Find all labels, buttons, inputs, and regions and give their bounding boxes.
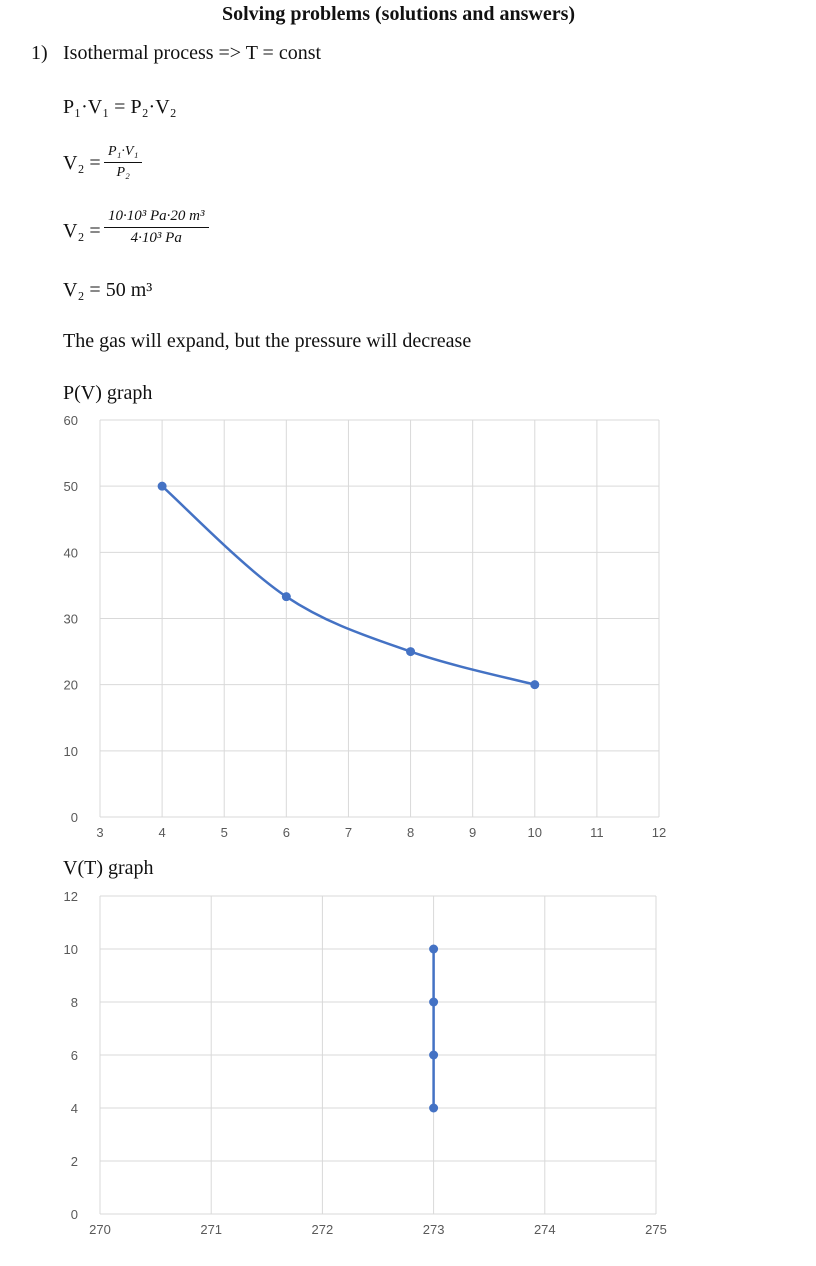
graph-label-pv: P(V) graph <box>63 382 153 404</box>
x-tick-label: 10 <box>528 825 542 840</box>
data-point <box>429 1103 439 1113</box>
pv-chart-svg: 0 10 20 30 40 50 60 3 4 5 6 7 8 9 10 11 12 <box>64 413 667 840</box>
series-line <box>160 484 537 686</box>
fraction-numerator: 10·10³ Pa·20 m³ <box>104 208 209 228</box>
x-tick-label: 275 <box>645 1222 667 1237</box>
x-tick-label: 274 <box>534 1222 556 1237</box>
y-tick-label: 60 <box>64 413 78 428</box>
fraction-numerator: P₁·V₁ <box>104 144 143 163</box>
data-point <box>429 944 439 954</box>
equation-v2-lhs: V₂ = <box>63 152 101 174</box>
pv-chart: 0 10 20 30 40 50 60 3 4 5 6 7 8 9 10 11 12 <box>0 405 816 855</box>
x-tick-label: 9 <box>469 825 476 840</box>
data-point <box>406 647 416 657</box>
equation-substitution-fraction: 10·10³ Pa·20 m³ 4·10³ Pa <box>104 208 209 247</box>
x-tick-label: 11 <box>590 825 604 840</box>
graph-label-vt: V(T) graph <box>63 857 154 879</box>
x-tick-label: 270 <box>89 1222 111 1237</box>
data-point <box>157 481 167 491</box>
y-tick-label: 0 <box>71 810 78 825</box>
y-tick-label: 40 <box>64 545 78 560</box>
data-point <box>281 592 291 602</box>
y-tick-label: 0 <box>71 1207 78 1222</box>
data-point <box>429 997 439 1007</box>
y-tick-label: 10 <box>64 942 78 957</box>
x-tick-label: 271 <box>200 1222 222 1237</box>
x-tick-label: 272 <box>312 1222 334 1237</box>
problem-number: 1) <box>31 42 48 64</box>
equation-v2-fraction: P₁·V₁ P₂ <box>104 144 143 181</box>
problem-heading: Isothermal process => T = const <box>63 42 322 64</box>
equation-boyle: P₁·V₁ = P₂·V₂ <box>63 96 177 118</box>
vt-chart: 0 2 4 6 8 10 12 270 271 272 273 274 275 <box>0 882 816 1252</box>
y-tick-label: 4 <box>71 1101 78 1116</box>
x-tick-label: 6 <box>283 825 290 840</box>
x-tick-label: 7 <box>345 825 352 840</box>
page-title: Solving problems (solutions and answers) <box>222 3 576 25</box>
y-tick-label: 50 <box>64 479 78 494</box>
y-tick-label: 30 <box>64 612 78 627</box>
fraction-denominator: P₂ <box>116 165 130 180</box>
conclusion-text: The gas will expand, but the pressure wi… <box>63 330 472 352</box>
y-tick-label: 20 <box>64 678 78 693</box>
y-tick-label: 12 <box>64 889 78 904</box>
x-tick-label: 8 <box>407 825 414 840</box>
x-tick-label: 3 <box>96 825 103 840</box>
x-tick-label: 273 <box>423 1222 445 1237</box>
data-point <box>530 680 540 690</box>
x-tick-label: 4 <box>158 825 165 840</box>
equation-substitution-lhs: V₂ = <box>63 220 101 242</box>
vt-chart-svg: 0 2 4 6 8 10 12 270 271 272 273 274 275 <box>64 889 667 1237</box>
x-tick-label: 12 <box>652 825 666 840</box>
fraction-denominator: 4·10³ Pa <box>130 230 182 246</box>
equation-result: V₂ = 50 m³ <box>63 279 153 301</box>
y-tick-label: 6 <box>71 1048 78 1063</box>
y-tick-label: 8 <box>71 995 78 1010</box>
y-tick-label: 10 <box>64 744 78 759</box>
data-point <box>429 1050 439 1060</box>
y-tick-label: 2 <box>71 1154 78 1169</box>
x-tick-label: 5 <box>221 825 228 840</box>
